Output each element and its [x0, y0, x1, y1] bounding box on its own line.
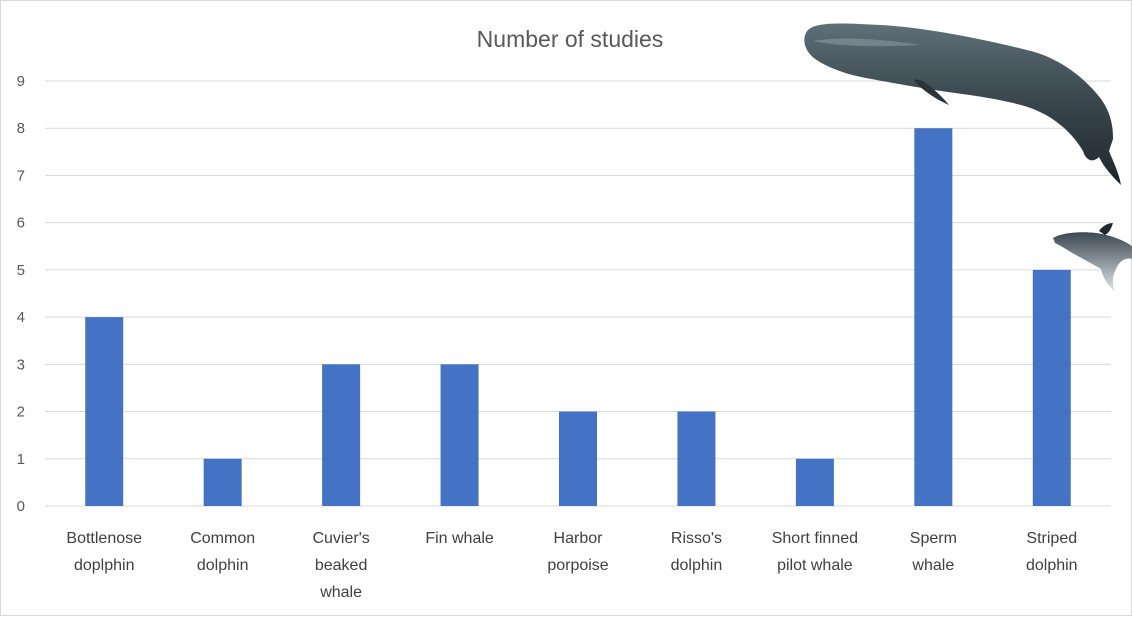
- x-axis-labels: Bottlenose doplphin Common dolphin Cuvier's b…: [66, 530, 1077, 601]
- y-tick-label: 2: [17, 404, 25, 421]
- x-tick-label: Cuvier's beaked whale: [312, 530, 369, 601]
- bar: [677, 411, 716, 506]
- x-tick-label: Common dolphin: [190, 530, 255, 574]
- y-tick-label: 0: [17, 498, 25, 515]
- x-tick-label: Striped dolphin: [1026, 530, 1078, 574]
- y-tick-label: 8: [17, 120, 25, 137]
- y-tick-label: 9: [17, 73, 25, 90]
- y-tick-label: 6: [17, 215, 25, 232]
- bar: [914, 128, 953, 506]
- bar: [440, 364, 479, 506]
- x-tick-label: Sperm whale: [910, 530, 957, 574]
- y-tick-label: 5: [17, 262, 25, 279]
- y-tick-label: 1: [17, 451, 25, 468]
- x-tick-label: Short finned pilot whale: [772, 530, 858, 574]
- bar: [85, 317, 124, 506]
- bar: [1032, 269, 1071, 506]
- x-tick-label: Bottlenose doplphin: [66, 530, 142, 574]
- chart-title: Number of studies: [477, 26, 664, 52]
- x-tick-label: Risso's dolphin: [671, 530, 723, 574]
- sperm-whale-image: [804, 23, 1121, 185]
- bar: [559, 411, 597, 506]
- bar: [795, 458, 834, 506]
- bar: [203, 458, 242, 506]
- bar: [322, 364, 361, 506]
- y-tick-label: 3: [17, 356, 25, 373]
- y-tick-label: 4: [17, 309, 25, 326]
- bars: [85, 128, 1071, 506]
- x-tick-label: Harbor porpoise: [547, 530, 608, 574]
- striped-dolphin-image: [1053, 223, 1132, 293]
- x-tick-label: Fin whale: [425, 530, 494, 547]
- y-tick-label: 7: [17, 167, 25, 184]
- y-axis-ticks: 0 1 2 3 4 5 6 7 8 9: [17, 73, 25, 515]
